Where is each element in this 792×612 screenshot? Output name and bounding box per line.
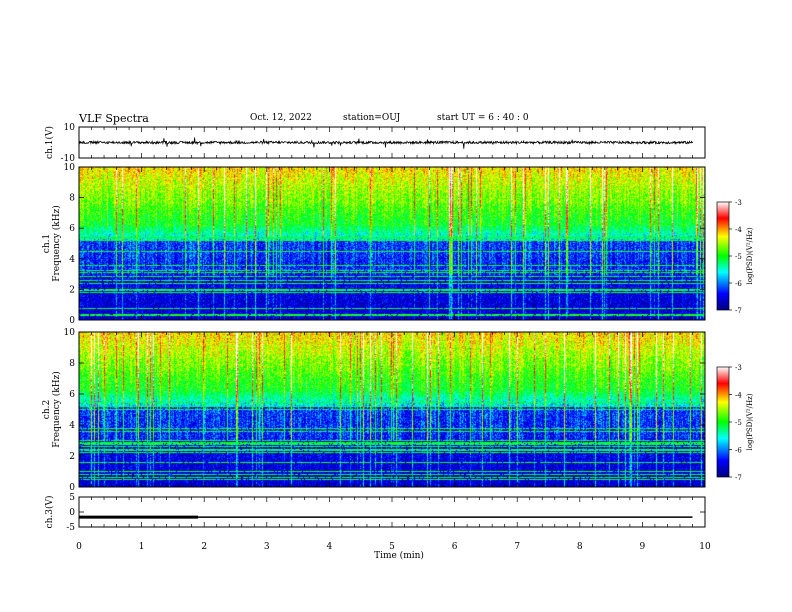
y-tick-label: 5 (69, 493, 75, 503)
y-tick-label: 2 (69, 452, 75, 462)
y-tick-label: 0 (69, 316, 75, 326)
x-tick-label: 1 (139, 542, 145, 552)
x-tick-label: 4 (327, 542, 333, 552)
colorbar-tick-label: -6 (735, 280, 742, 288)
colorbar-tick-label: -3 (735, 364, 742, 372)
colorbar-tick-label: -6 (735, 447, 742, 455)
x-tick-label: 3 (264, 542, 270, 552)
y-tick-label: 8 (69, 359, 75, 369)
colorbar-2 (716, 366, 730, 478)
y-tick-label: 0 (69, 483, 75, 493)
colorbar-tick-label: -4 (735, 226, 742, 234)
y-tick-label: 6 (69, 224, 75, 234)
colorbar-label: log(PSD)(V²/Hz) (746, 393, 754, 450)
y-tick-label: 8 (69, 194, 75, 204)
y-tick-label: 10 (64, 163, 76, 173)
colorbar-tick-label: -5 (735, 419, 742, 427)
figure-title: VLF Spectra (79, 112, 149, 125)
y-tick-label: 4 (69, 421, 75, 431)
colorbar-label: log(PSD)(V²/Hz) (746, 227, 754, 284)
x-tick-label: 9 (640, 542, 646, 552)
colorbar-1 (716, 201, 730, 311)
colorbar-tick-label: -5 (735, 253, 742, 261)
x-tick-label: 6 (452, 542, 458, 552)
y-tick-label: -5 (66, 523, 75, 533)
x-tick-label: 2 (201, 542, 207, 552)
x-tick-label: 10 (699, 542, 711, 552)
x-tick-label: 8 (577, 542, 583, 552)
y-axis-label: ch.1(V) (44, 126, 55, 159)
colorbar-tick-label: -7 (735, 474, 742, 482)
spectrogram-image-ch2 (79, 332, 705, 487)
y-tick-label: 0 (69, 508, 75, 518)
station-label: station=OUJ (343, 113, 401, 123)
colorbar-tick-label: -4 (735, 392, 742, 400)
y-tick-label: 4 (69, 255, 75, 265)
x-axis-label: Time (min) (374, 550, 424, 561)
waveform-ch1-line (79, 137, 694, 149)
spectrogram-image-ch1 (79, 167, 705, 320)
y-tick-label: -10 (61, 154, 76, 164)
colorbar-tick-label: -3 (735, 199, 742, 207)
y-tick-label: 10 (64, 123, 76, 133)
y-tick-label: 6 (69, 390, 75, 400)
x-tick-label: 7 (514, 542, 520, 552)
start-time-label: start UT = 6 : 40 : 0 (437, 113, 529, 123)
date-label: Oct. 12, 2022 (250, 113, 312, 123)
y-tick-label: 10 (64, 328, 76, 338)
x-tick-label: 0 (76, 542, 82, 552)
y-axis-label: ch.2Frequency (kHz) (42, 371, 62, 448)
x-tick-label: 5 (389, 542, 395, 552)
y-axis-label: ch.3(V) (44, 496, 55, 529)
y-axis-label: ch.1Frequency (kHz) (42, 205, 62, 282)
y-tick-label: 2 (69, 285, 75, 295)
colorbar-tick-label: -7 (735, 307, 742, 315)
